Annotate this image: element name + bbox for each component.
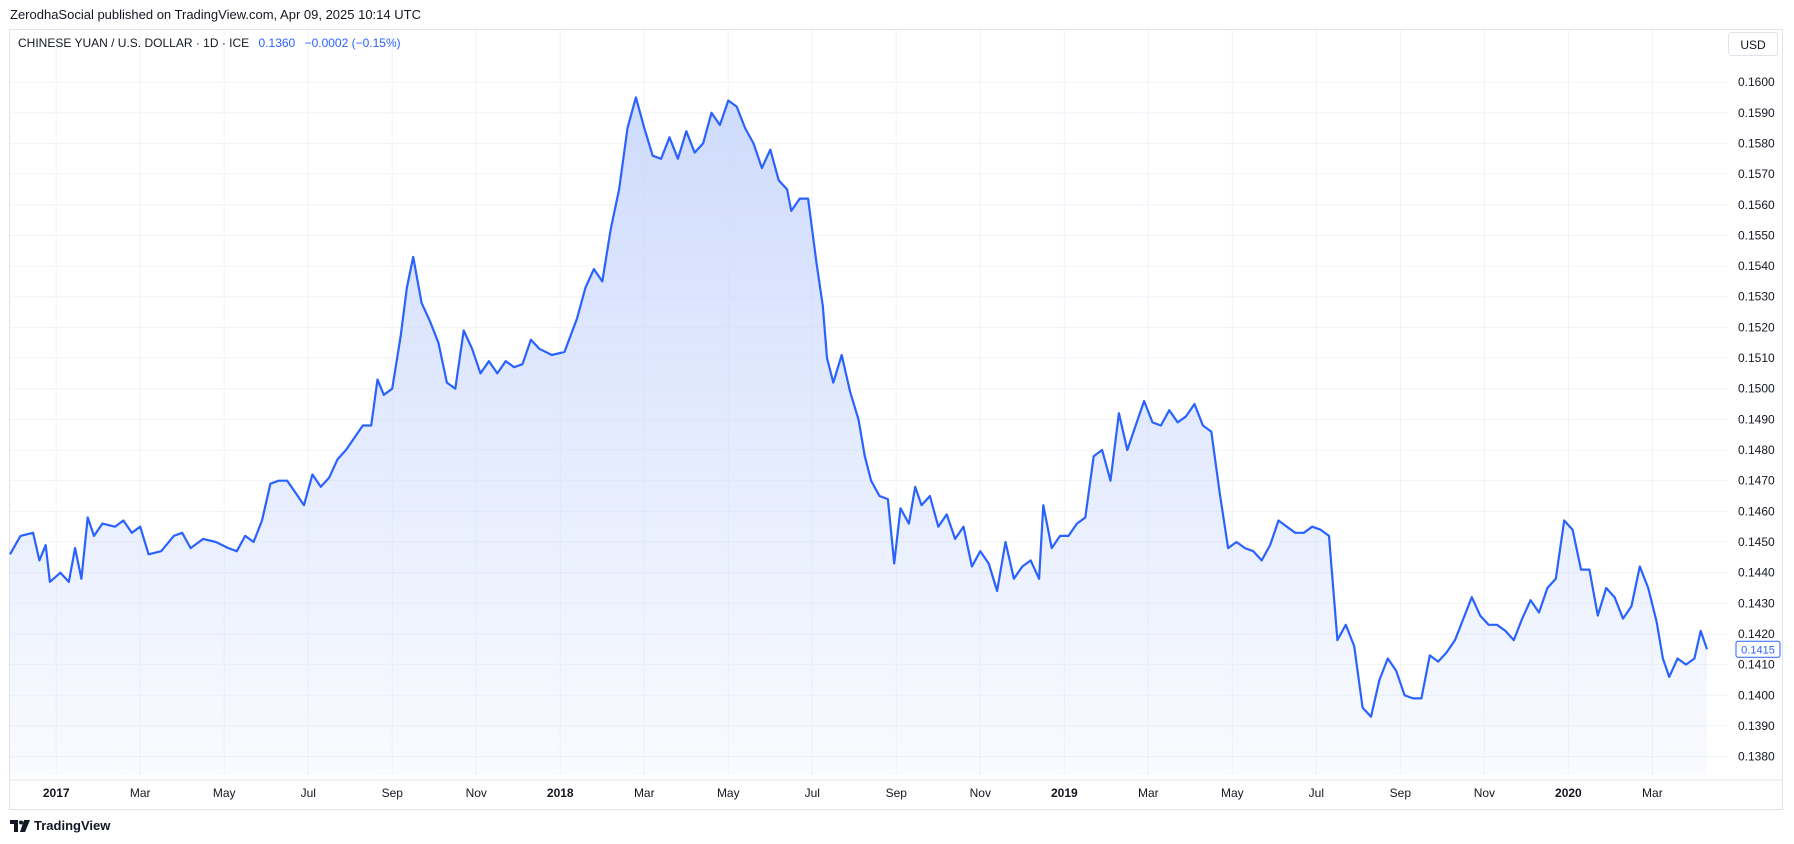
x-tick-label: Jul xyxy=(301,786,316,800)
price-change: −0.0002 (−0.15%) xyxy=(304,36,401,50)
y-tick-label: 0.1550 xyxy=(1738,228,1775,242)
x-tick-label: 2017 xyxy=(43,786,70,800)
y-tick-label: 0.1570 xyxy=(1738,167,1775,181)
y-tick-label: 0.1580 xyxy=(1738,136,1775,150)
x-tick-label: Nov xyxy=(466,786,487,800)
x-tick-label: 2019 xyxy=(1051,786,1078,800)
x-tick-label: May xyxy=(213,786,236,800)
y-tick-label: 0.1440 xyxy=(1738,566,1775,580)
last-value-label: 0.1415 xyxy=(1741,644,1775,656)
y-tick-label: 0.1510 xyxy=(1738,351,1775,365)
x-tick-label: Mar xyxy=(1642,786,1663,800)
x-tick-label: Mar xyxy=(634,786,655,800)
y-tick-label: 0.1480 xyxy=(1738,443,1775,457)
y-tick-label: 0.1420 xyxy=(1738,627,1775,641)
y-tick-label: 0.1460 xyxy=(1738,504,1775,518)
x-tick-label: Nov xyxy=(1474,786,1495,800)
y-tick-label: 0.1540 xyxy=(1738,259,1775,273)
tradingview-logo-icon xyxy=(10,819,30,832)
y-tick-label: 0.1590 xyxy=(1738,106,1775,120)
y-tick-label: 0.1450 xyxy=(1738,535,1775,549)
y-tick-label: 0.1520 xyxy=(1738,320,1775,334)
y-tick-label: 0.1390 xyxy=(1738,719,1775,733)
x-tick-label: 2018 xyxy=(547,786,574,800)
currency-button[interactable]: USD xyxy=(1728,32,1778,56)
last-value-badge xyxy=(1735,640,1781,658)
price-area xyxy=(10,97,1707,775)
x-tick-label: Mar xyxy=(130,786,151,800)
tradingview-footer[interactable]: TradingView xyxy=(10,818,110,833)
y-tick-label: 0.1600 xyxy=(1738,75,1775,89)
symbol-title[interactable]: CHINESE YUAN / U.S. DOLLAR · 1D · ICE xyxy=(18,36,250,50)
x-tick-label: Mar xyxy=(1138,786,1159,800)
y-tick-label: 0.1560 xyxy=(1738,198,1775,212)
y-tick-label: 0.1470 xyxy=(1738,474,1775,488)
published-caption: ZerodhaSocial published on TradingView.c… xyxy=(10,7,421,22)
x-tick-label: Sep xyxy=(886,786,908,800)
x-tick-label: Sep xyxy=(1390,786,1412,800)
y-tick-label: 0.1500 xyxy=(1738,382,1775,396)
x-tick-label: May xyxy=(717,786,740,800)
x-tick-label: Jul xyxy=(1309,786,1324,800)
y-tick-label: 0.1400 xyxy=(1738,688,1775,702)
y-tick-label: 0.1430 xyxy=(1738,596,1775,610)
last-price: 0.1360 xyxy=(258,36,296,50)
y-tick-label: 0.1410 xyxy=(1738,658,1775,672)
price-line xyxy=(9,96,1709,718)
x-tick-label: May xyxy=(1221,786,1244,800)
y-tick-label: 0.1380 xyxy=(1738,750,1775,764)
y-tick-label: 0.1490 xyxy=(1738,412,1775,426)
x-tick-label: Sep xyxy=(382,786,404,800)
tradingview-brand: TradingView xyxy=(34,818,111,833)
y-tick-label: 0.1530 xyxy=(1738,290,1775,304)
x-tick-label: Nov xyxy=(970,786,991,800)
x-tick-label: Jul xyxy=(805,786,820,800)
symbol-legend: CHINESE YUAN / U.S. DOLLAR · 1D · ICE 0.… xyxy=(18,36,401,50)
x-tick-label: 2020 xyxy=(1555,786,1582,800)
chart-frame xyxy=(9,29,1783,810)
